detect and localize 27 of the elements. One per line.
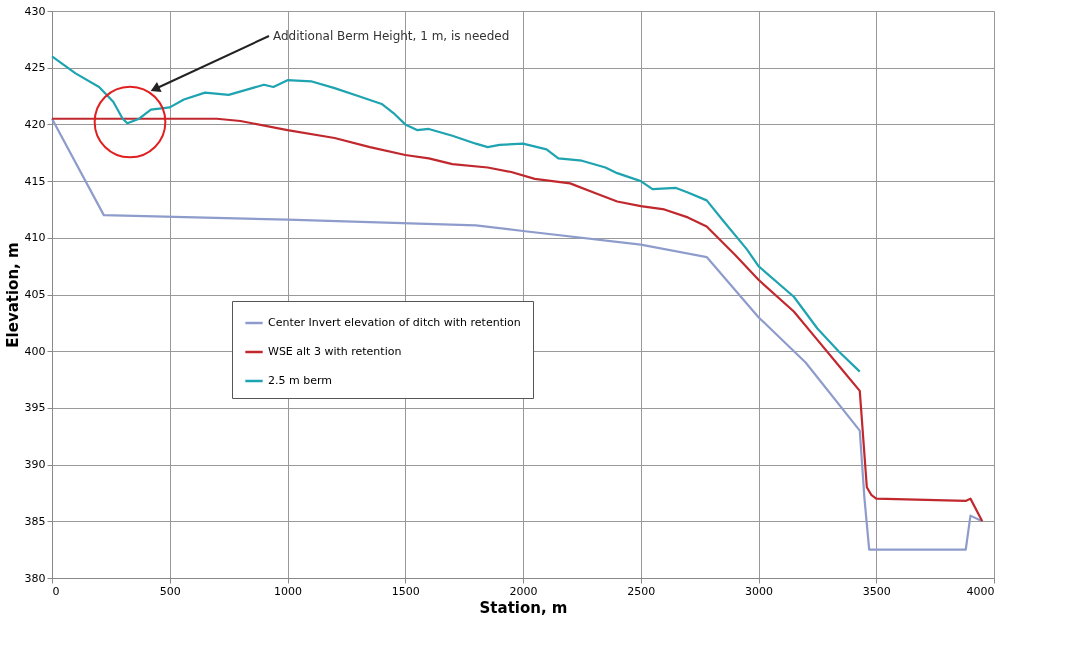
y-axis-title: Elevation, m [3,242,22,348]
line-series [50,55,861,373]
y-tick-label: 405 [24,288,46,301]
y-tick-label: 430 [24,4,46,18]
x-axis-title: Station, m [479,598,568,617]
annotation: Additional Berm Height, 1 m, is needed [273,29,510,43]
y-tick-label: 410 [24,231,46,245]
x-tick-label: 0 [52,584,60,598]
legend-label: WSE alt 3 with retention [268,345,402,358]
x-tick-label: 4000 [966,584,995,598]
x-tick-label: 2000 [509,584,538,598]
y-tick-label: 420 [24,117,46,131]
x-tick-label: 3000 [745,584,773,598]
y-tick-label: 390 [24,458,46,472]
x-tick-label: 2500 [627,584,656,598]
y-tick-label: 385 [24,514,46,528]
y-tick-label: 380 [24,571,46,585]
legend-label: 2.5 m berm [268,374,332,387]
y-tick-label: 395 [24,401,46,415]
y-tick-label: 415 [24,174,46,188]
x-tick-label: 1000 [274,584,302,598]
x-tick-label: 3500 [862,584,891,598]
x-tick-label: 1500 [391,584,420,598]
legend-label: Center Invert elevation of ditch with retention [268,316,521,329]
x-tick-label: 500 [159,584,181,598]
y-tick-label: 425 [24,61,46,75]
y-tick-label: 400 [24,344,46,358]
